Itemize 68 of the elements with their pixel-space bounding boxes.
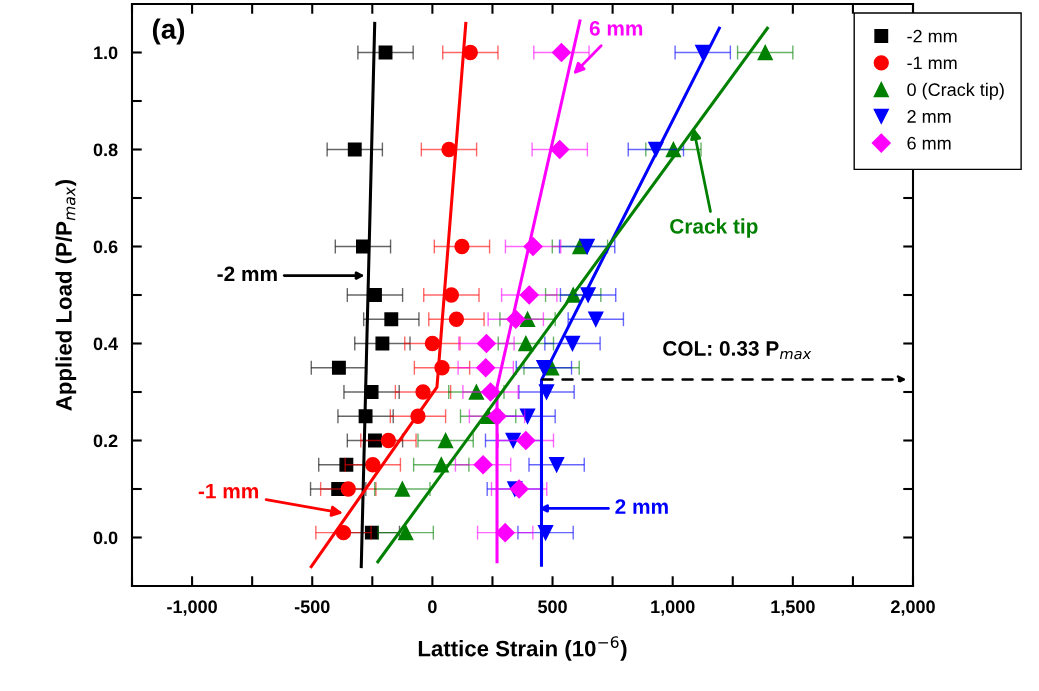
point <box>481 382 501 402</box>
legend-label: 0 (Crack tip) <box>907 82 1004 100</box>
annotation: -1 mm <box>198 483 259 499</box>
y-tick-label: 1.0 <box>94 46 118 60</box>
x-tick-label: 500 <box>538 600 567 614</box>
point <box>448 311 465 327</box>
point <box>509 479 529 499</box>
point <box>757 44 773 61</box>
point <box>347 142 362 157</box>
point <box>415 384 431 400</box>
point <box>462 44 478 61</box>
point <box>443 287 460 303</box>
point <box>518 335 534 352</box>
point <box>476 358 496 378</box>
y-axis-title: Applied Load (P/P$_{max}$) <box>55 180 77 411</box>
point <box>454 238 470 255</box>
legend-label: 6 mm <box>907 136 951 150</box>
point <box>331 360 346 375</box>
point <box>564 335 581 352</box>
x-tick-label: 0 <box>428 600 437 614</box>
point <box>473 455 493 475</box>
point <box>339 457 354 472</box>
point <box>468 384 485 400</box>
point <box>519 408 536 424</box>
point <box>538 384 555 400</box>
x-tick-label: 1,500 <box>771 600 815 616</box>
point <box>579 238 595 255</box>
y-tick-label: 0.2 <box>93 434 118 448</box>
point <box>375 336 390 351</box>
y-tick-label: 0.4 <box>93 337 119 351</box>
point <box>519 311 536 327</box>
point <box>551 42 571 63</box>
y-tick-label: 0.6 <box>93 240 118 254</box>
point <box>550 139 570 160</box>
legend-label: -2 mm <box>907 29 957 43</box>
point <box>476 333 496 354</box>
point <box>424 335 441 352</box>
x-tick-label: -500 <box>294 600 330 614</box>
x-tick-label: 2,000 <box>891 600 935 616</box>
point <box>548 457 565 473</box>
annotation: -2 mm <box>217 266 277 282</box>
y-tick-label: 0.8 <box>93 143 118 157</box>
point <box>384 312 399 327</box>
point <box>437 432 454 449</box>
annotation: Crack tip <box>670 218 758 238</box>
point <box>368 288 382 302</box>
legend-label: 2 mm <box>907 110 951 123</box>
point <box>380 432 397 449</box>
point <box>368 433 382 448</box>
annotation: 2 mm <box>615 499 668 514</box>
point <box>505 432 521 449</box>
annotation: (a) <box>152 18 185 45</box>
point <box>516 430 536 451</box>
x-axis-title: Lattice Strain (10$^{−6}$) <box>418 636 627 661</box>
point <box>335 525 352 541</box>
point <box>340 481 356 497</box>
x-tick-label: 1,000 <box>651 600 695 616</box>
point <box>519 285 539 305</box>
point <box>364 525 379 540</box>
annotation: 6 mm <box>589 21 643 36</box>
y-tick-label: 0.0 <box>93 531 118 545</box>
annotation: COL: 0.33 P$_{max}$ <box>663 341 812 360</box>
point <box>365 457 381 473</box>
x-tick-label: -1,000 <box>167 600 217 616</box>
point <box>398 525 414 541</box>
point <box>394 481 410 497</box>
point <box>588 311 604 327</box>
legend-label: -1 mm <box>907 56 957 70</box>
